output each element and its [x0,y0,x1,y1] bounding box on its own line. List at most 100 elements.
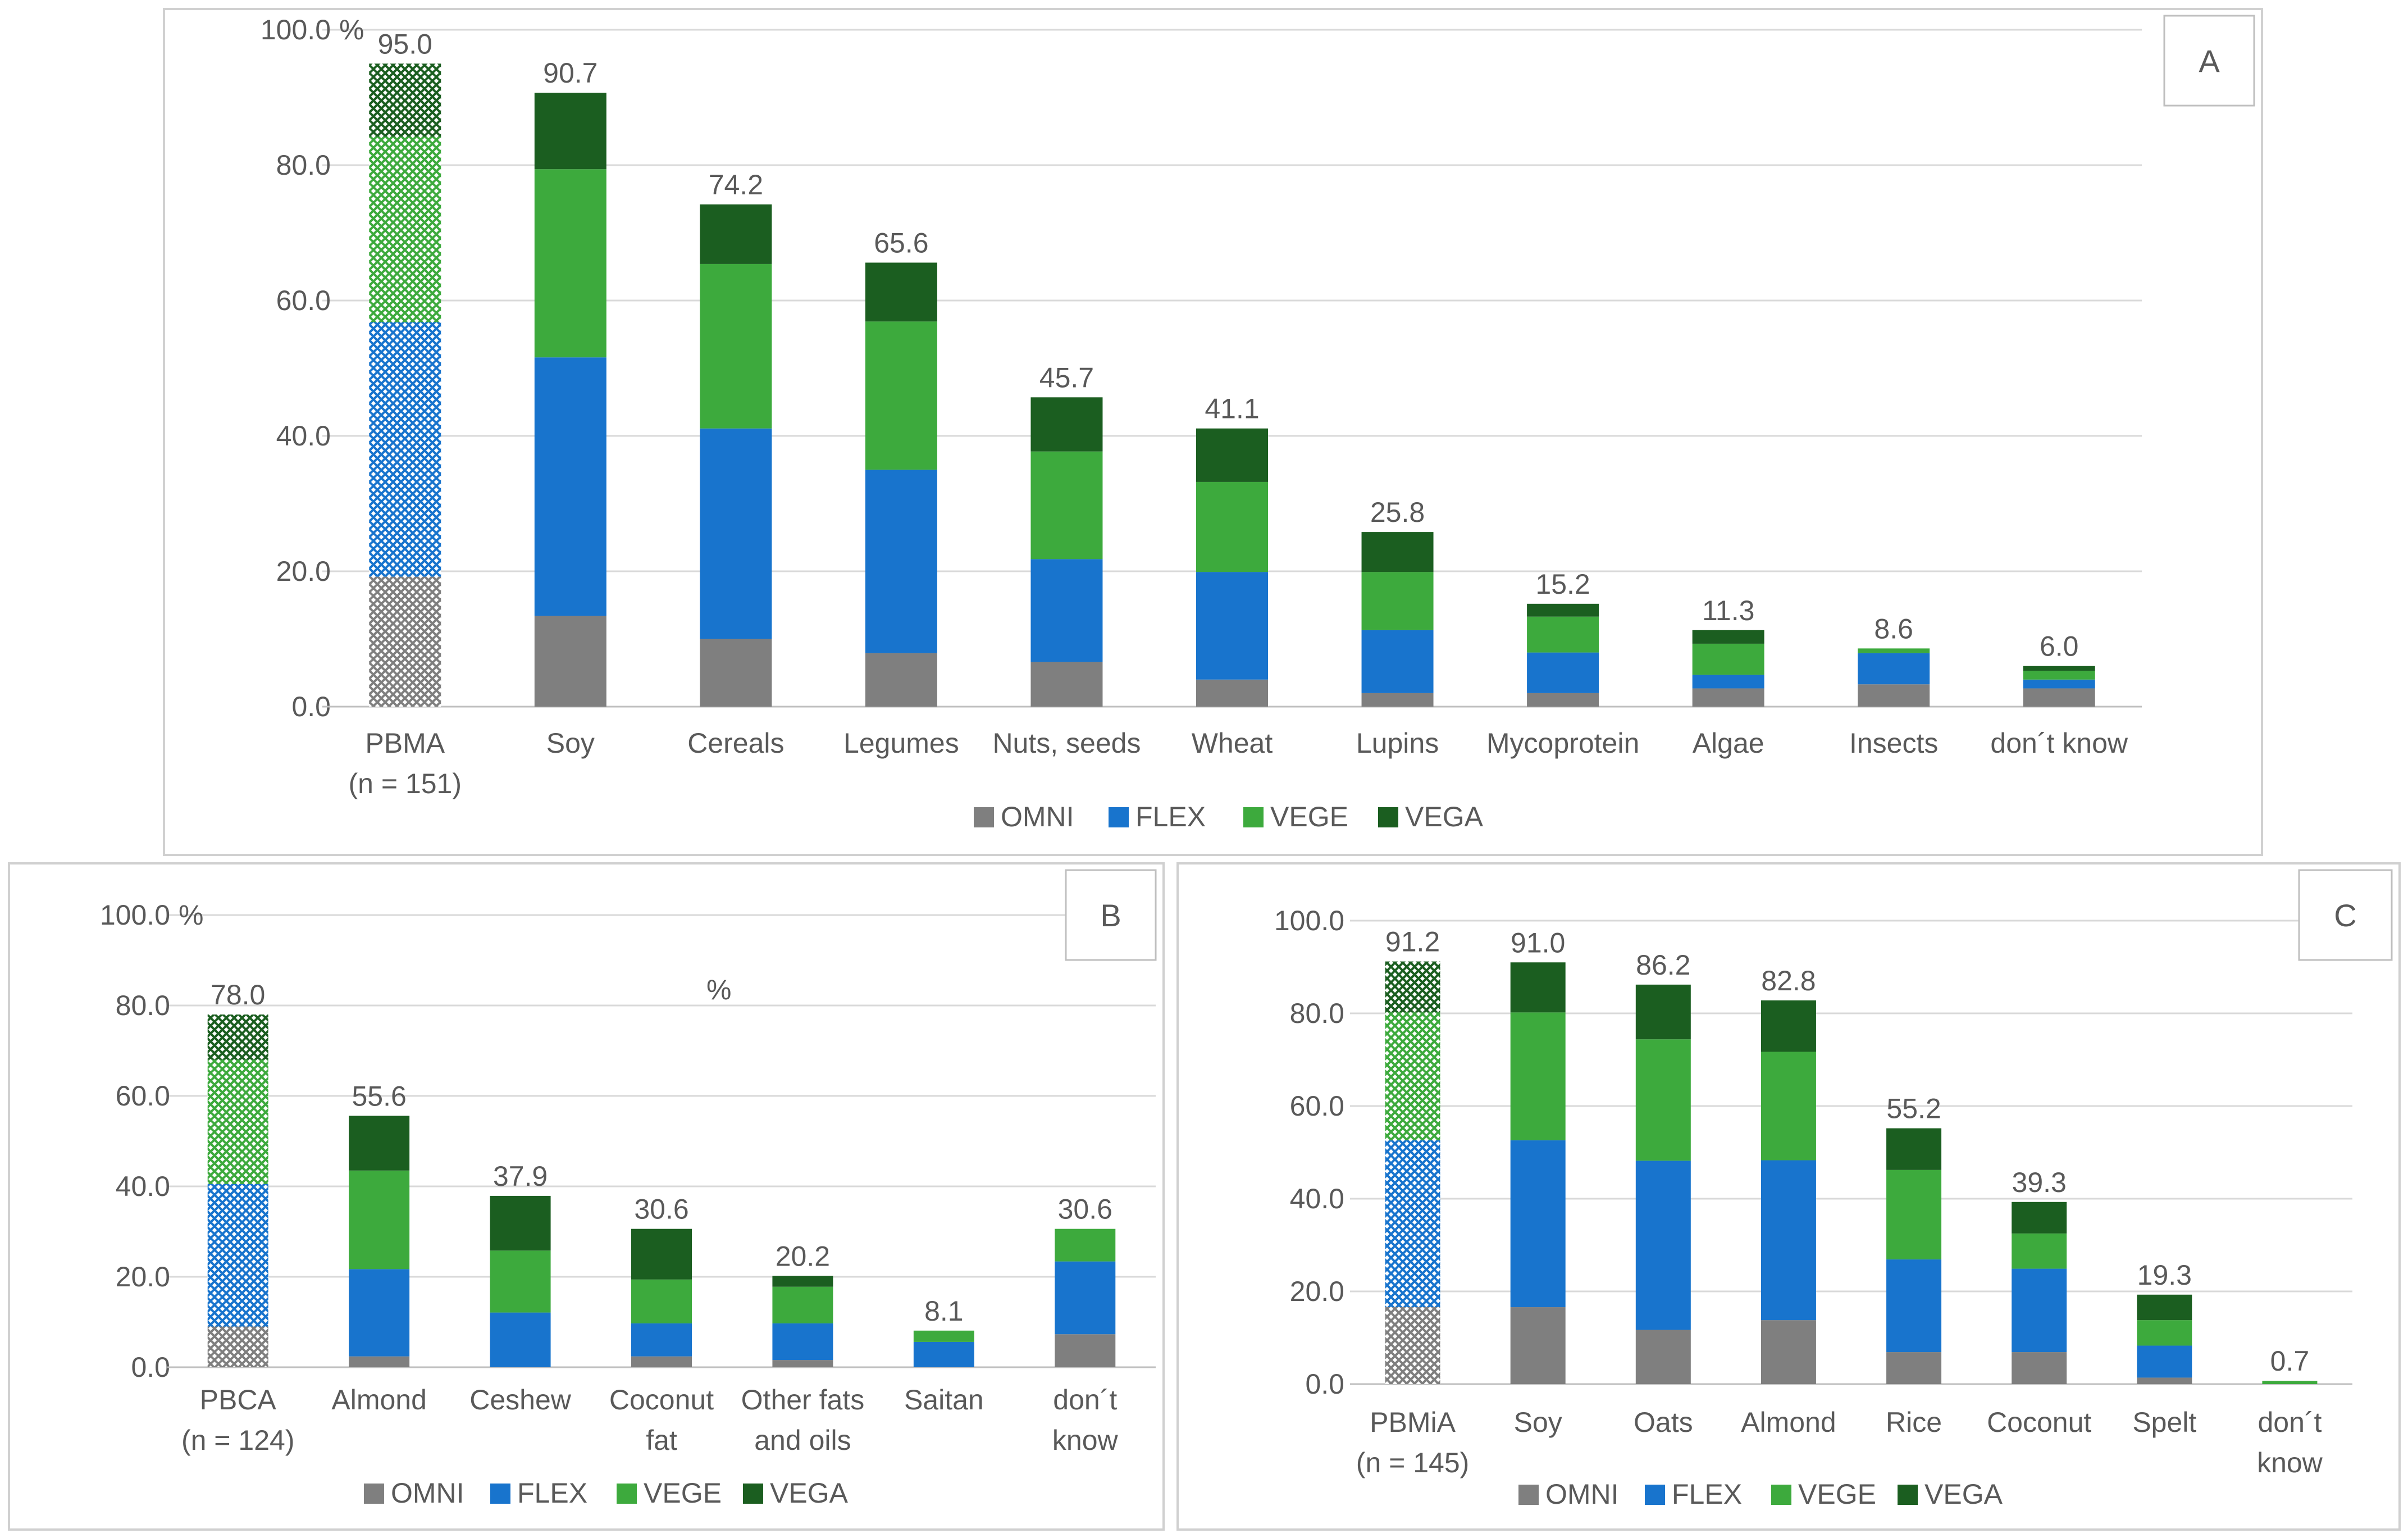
bar-segment-omni [1692,688,1764,707]
bar-segment-vega [1635,984,1691,1040]
x-category-label: PBMiA [1370,1407,1456,1438]
bar-segment-vega [534,93,606,170]
legend-label: OMNI [1545,1478,1619,1510]
bar-segment-omni [1030,662,1103,707]
bar-segment-vege [2137,1320,2192,1346]
bar-segment-flex [1635,1161,1691,1330]
bar-segment-flex [865,470,937,653]
bar-segment-flex [534,357,606,616]
y-tick-label: 40.0 [1290,1183,1344,1214]
x-category-label: PBMA [365,727,445,759]
y-tick-label: 80.0 [1290,998,1344,1029]
y-tick-label: 0.0 [1305,1368,1344,1400]
bar-segment-flex [1692,675,1764,689]
bar-segment-vege [534,169,606,358]
legend-label: VEGA [1924,1478,2003,1510]
bar-segment-omni [534,616,606,707]
legend-swatch-vege [1243,807,1264,827]
bar-segment-flex [1761,1160,1816,1321]
bar-segment-omni [1196,679,1268,707]
y-tick-label: 40.0 [116,1171,170,1202]
legend-swatch-vege [617,1484,637,1504]
bar-segment-vege [1196,481,1268,572]
panel-label-box [2298,869,2393,961]
bar-segment-vege [1030,451,1103,559]
bar-segment-vega [772,1276,833,1287]
bar-segment-vege [1510,1012,1566,1141]
bar-total-label: 90.7 [543,57,598,89]
bar-total-label: 74.2 [709,169,763,201]
legend-label: OMNI [391,1477,464,1509]
x-category-label: (n = 124) [181,1425,295,1456]
bar-segment-omni [1886,1352,1942,1384]
bar-segment-vege [1692,643,1764,675]
bar-total-label: 45.7 [1039,362,1094,393]
panel-label-box [1065,869,1157,961]
bar-segment-omni [1635,1330,1691,1384]
bar-segment-omni [1055,1334,1116,1367]
bar-total-label: 55.6 [352,1080,406,1112]
bar-segment-omni [772,1360,833,1367]
legend-swatch-flex [1645,1485,1665,1505]
bar-segment-vega [1196,428,1268,482]
y-tick-label: 100.0 [1274,905,1344,936]
bar-segment-flex [913,1341,974,1367]
bar-total-label: 78.0 [211,979,265,1011]
bar-segment-vege [631,1279,692,1323]
bar-segment-vege [2023,671,2095,680]
x-category-label: fat [646,1425,677,1456]
y-tick-label: 60.0 [116,1080,170,1112]
bar-segment-vege [1761,1052,1816,1161]
bar-segment-vega [349,1116,410,1171]
bar-segment-vege [1055,1228,1116,1262]
bar-segment-vega [2012,1202,2067,1234]
panel-label: B [1100,898,1121,933]
bar-segment-vege [369,136,441,322]
legend-swatch-vege [1771,1485,1791,1505]
legend-label: VEGE [1270,801,1348,832]
chart-panel-a: 0.0 20.0 40.0 60.0 80.0 100.0% A 95.0 PBMA (n = 1… [163,8,2263,856]
x-category-label: know [2257,1447,2323,1478]
x-category-label: Soy [1514,1407,1562,1438]
bar-segment-flex [1361,630,1434,693]
bar-segment-vege [349,1170,410,1269]
x-category-label: Wheat [1192,727,1273,759]
x-category-label: Rice [1886,1407,1942,1438]
bar-segment-flex [1196,572,1268,680]
bar-segment-vege [1886,1170,1942,1260]
bar-segment-vega [1886,1128,1942,1170]
bar-segment-omni [1361,693,1434,707]
bar-segment-vega [369,63,441,137]
x-category-label: Nuts, seeds [992,727,1141,759]
bar-segment-flex [1858,653,1930,685]
bar-segment-omni [349,1356,410,1367]
y-unit-label: % [179,899,203,931]
x-category-label: Lupins [1356,727,1439,759]
y-tick-label: 100.0 [100,899,170,931]
chart-c-svg: 0.0 20.0 40.0 60.0 80.0 100.0 C 91.2 PBMiA (n = 1… [1274,869,2393,1510]
x-category-label: Saitan [904,1384,984,1416]
y-tick-label: 0.0 [131,1352,170,1383]
bar-segment-omni [207,1326,268,1367]
panel-label: A [2199,43,2220,79]
bar-segment-vege [1858,648,1930,653]
y-tick-label: 80.0 [276,149,331,181]
bar-segment-vege [1385,1012,1440,1141]
bar-segment-vega [700,204,772,264]
bar-total-label: 8.1 [924,1295,964,1327]
bar-total-label: 19.3 [2137,1259,2192,1291]
bar-total-label: 8.6 [1874,613,1913,644]
legend-swatch-omni [364,1484,384,1504]
x-category-label: (n = 151) [349,768,462,799]
bar-segment-omni [1385,1307,1440,1384]
legend-swatch-flex [1109,807,1129,827]
legend-label: VEGA [1405,801,1484,832]
bar-segment-vege [2012,1233,2067,1269]
bar-total-label: 37.9 [493,1161,548,1192]
bar-segment-flex [1385,1140,1440,1308]
bar-segment-vega [631,1228,692,1280]
bar-total-label: 15.2 [1535,568,1590,600]
bar-segment-omni [700,639,772,707]
bar-segment-vege [913,1330,974,1342]
x-category-label: Almond [331,1384,427,1416]
